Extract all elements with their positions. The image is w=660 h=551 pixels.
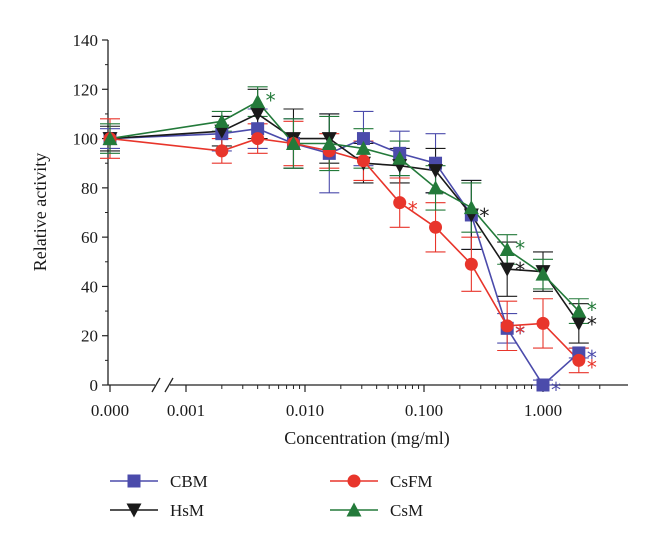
- point-marker-circle: [429, 220, 443, 234]
- x-tick-label: 0.001: [167, 401, 205, 420]
- y-tick-label: 100: [73, 130, 99, 149]
- significance-star: *: [408, 198, 418, 222]
- legend-label: CBM: [170, 472, 208, 491]
- significance-star: *: [515, 321, 525, 345]
- point-marker-circle: [251, 132, 265, 146]
- point-marker-triangle-down: [214, 124, 230, 139]
- axis-break-mark: [164, 377, 174, 393]
- significance-star: *: [266, 89, 276, 113]
- x-tick-label: 0.010: [286, 401, 324, 420]
- point-marker-triangle-up: [428, 180, 444, 195]
- point-marker-triangle-up: [463, 200, 479, 215]
- significance-star: *: [587, 298, 597, 322]
- point-marker-circle: [215, 144, 229, 158]
- series-markers: [102, 94, 587, 392]
- significance-star: *: [587, 355, 597, 379]
- point-marker-triangle-down: [126, 503, 142, 518]
- point-marker-triangle-up: [392, 150, 408, 165]
- point-marker-triangle-down: [428, 164, 444, 179]
- y-tick-label: 120: [73, 80, 99, 99]
- y-tick-label: 0: [90, 376, 99, 395]
- point-marker-circle: [356, 154, 370, 168]
- point-marker-square: [536, 378, 550, 392]
- series-line-cbm: [109, 127, 580, 387]
- series-line-csm: [109, 100, 580, 312]
- point-marker-triangle-up: [355, 140, 371, 155]
- point-marker-triangle-up: [250, 94, 266, 109]
- legend: CBM CsFM HsM CsM: [110, 472, 433, 520]
- significance-star: *: [515, 321, 525, 345]
- x-axis-title: Concentration (mg/ml): [284, 428, 449, 449]
- x-tick-label: 1.000: [524, 401, 562, 420]
- y-tick-label: 140: [73, 31, 99, 50]
- point-marker-triangle-up: [102, 131, 118, 146]
- series-line-hsm: [109, 113, 580, 324]
- point-marker-circle: [536, 316, 550, 330]
- point-marker-triangle-up: [535, 266, 551, 281]
- significance-star: *: [479, 204, 489, 228]
- point-marker-triangle-up: [321, 136, 337, 150]
- point-marker-circle: [572, 353, 586, 367]
- x-tick-label: 0.100: [405, 401, 443, 420]
- significance-star: *: [551, 378, 561, 402]
- legend-label: HsM: [170, 501, 204, 520]
- point-marker-square: [127, 474, 141, 488]
- x-tick-label: 0.000: [91, 401, 129, 420]
- significance-star: *: [515, 236, 525, 260]
- point-marker-circle: [393, 196, 407, 210]
- point-marker-circle: [464, 257, 478, 271]
- y-tick-label: 20: [81, 327, 98, 346]
- series-lines: [109, 100, 580, 387]
- point-marker-triangle-down: [499, 262, 515, 277]
- legend-label: CsM: [390, 501, 423, 520]
- axes: 0 20 40 60 80 100 120 140 0.000 0.001 0.010 0.100 1.…: [73, 31, 628, 420]
- y-axis-title: Relative activity: [30, 153, 50, 271]
- significance-star: *: [515, 258, 525, 282]
- point-marker-square: [251, 122, 265, 136]
- significance-markers: ************: [266, 89, 597, 402]
- point-marker-triangle-up: [285, 136, 301, 150]
- significance-star: *: [587, 312, 597, 336]
- point-marker-triangle-down: [571, 316, 587, 331]
- y-tick-label: 60: [81, 228, 98, 247]
- point-marker-triangle-up: [571, 303, 587, 318]
- point-marker-square: [356, 132, 370, 146]
- legend-label: CsFM: [390, 472, 433, 491]
- point-marker-triangle-up: [214, 113, 230, 128]
- significance-star: *: [587, 346, 597, 370]
- y-tick-label: 80: [81, 179, 98, 198]
- point-marker-triangle-down: [250, 107, 266, 122]
- axis-break-mark: [151, 377, 161, 393]
- y-tick-label: 40: [81, 277, 98, 296]
- point-marker-circle: [500, 319, 514, 333]
- point-marker-triangle-up: [346, 502, 362, 517]
- point-marker-circle: [347, 474, 361, 488]
- point-marker-triangle-up: [499, 241, 515, 256]
